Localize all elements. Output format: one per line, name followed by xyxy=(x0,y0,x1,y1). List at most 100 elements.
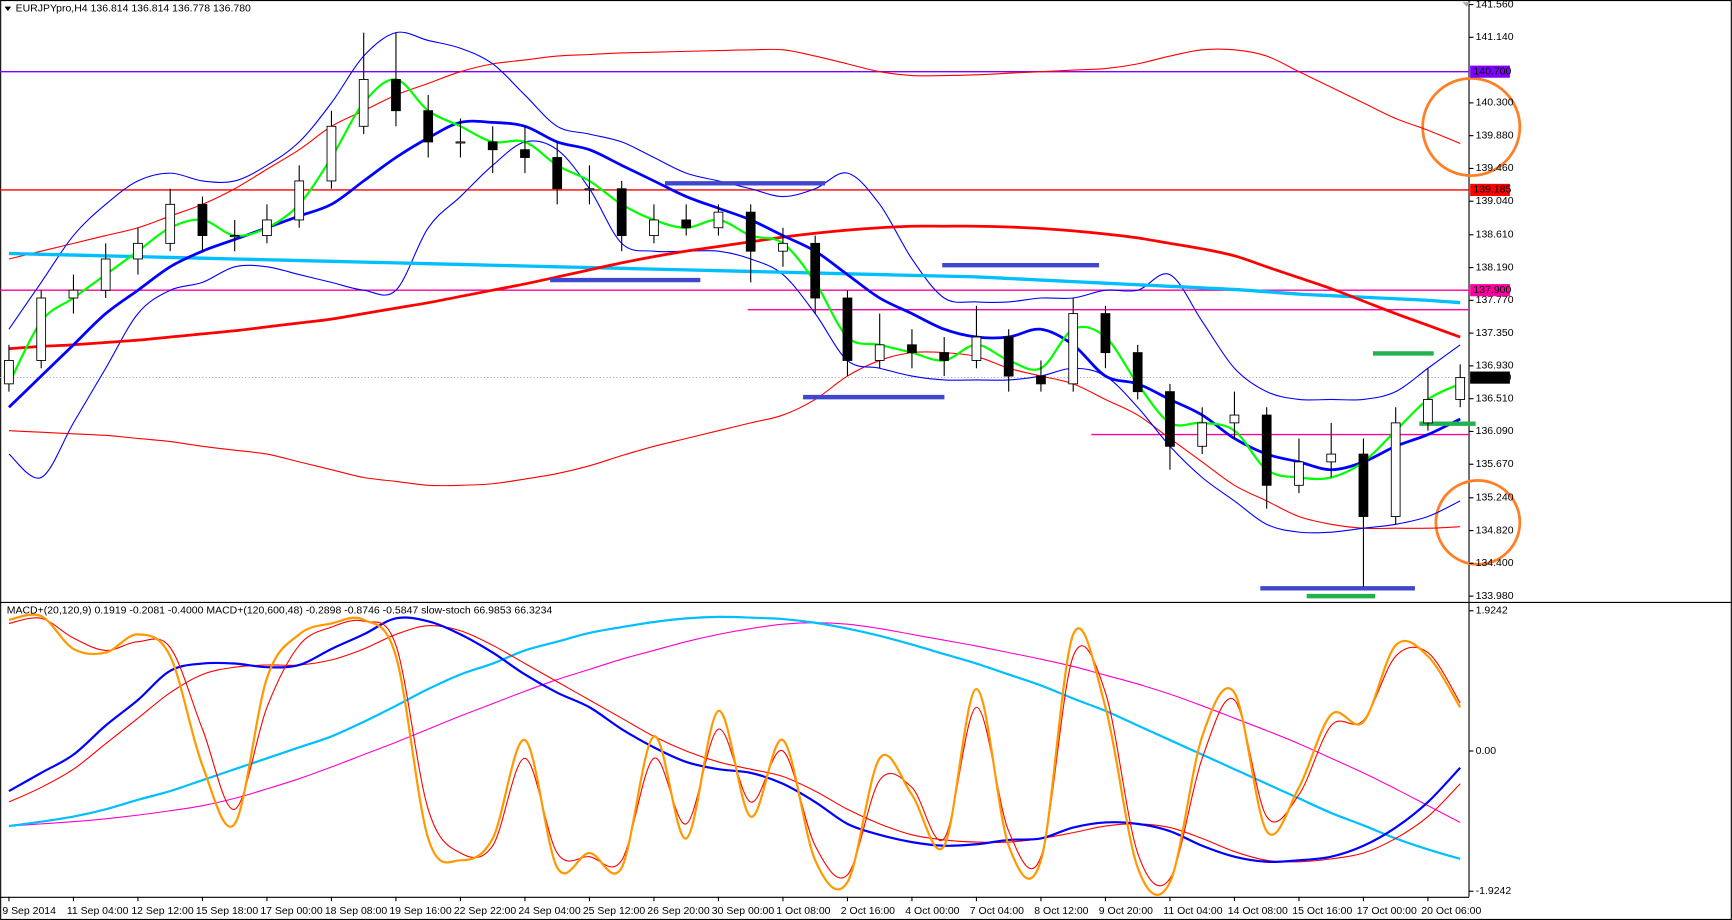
candle-body xyxy=(1036,375,1046,385)
menu-icon[interactable] xyxy=(4,6,12,12)
candle-body xyxy=(197,203,208,237)
y-tick-label: -1.9242 xyxy=(1476,886,1512,897)
y-tick-label: 139.880 xyxy=(1476,130,1514,141)
indicator-line xyxy=(7,78,1461,481)
x-tick-label: 14 Oct 08:00 xyxy=(1228,906,1288,917)
price-level-box xyxy=(1470,284,1510,297)
candle-body xyxy=(165,203,176,244)
candle-body xyxy=(326,125,337,182)
x-tick-label: 24 Sep 04:00 xyxy=(518,906,581,917)
y-tick-label: 133.980 xyxy=(1476,591,1514,602)
candle-body xyxy=(681,219,692,229)
candle-body xyxy=(842,297,853,361)
y-tick-label: 141.560 xyxy=(1476,0,1514,10)
price-level-label: 136.780 xyxy=(1473,372,1511,383)
x-tick-label: 11 Oct 04:00 xyxy=(1163,906,1222,917)
indicator-line xyxy=(8,613,1462,896)
price-level-label: 140.700 xyxy=(1473,66,1511,77)
x-tick-label: 26 Sep 20:00 xyxy=(647,906,710,917)
price-level-label: 137.900 xyxy=(1473,285,1511,296)
price-level-box xyxy=(1470,183,1510,196)
y-tick-label: 138.190 xyxy=(1476,262,1514,273)
candle-body xyxy=(520,149,530,158)
candle-body xyxy=(907,344,917,354)
x-tick-label: 25 Sep 12:00 xyxy=(583,906,646,917)
y-tick-label: 137.770 xyxy=(1476,295,1514,306)
y-tick-label: 134.820 xyxy=(1476,525,1514,536)
x-tick-label: 15 Sep 18:00 xyxy=(196,906,259,917)
candle-body xyxy=(649,219,659,237)
candle-body xyxy=(1100,313,1111,354)
y-tick-label: 135.240 xyxy=(1476,493,1514,504)
indicator-line xyxy=(8,224,1461,351)
y-tick-label: 140.300 xyxy=(1476,98,1514,109)
x-tick-label: 4 Oct 00:00 xyxy=(905,906,959,917)
candle-body xyxy=(1165,391,1175,447)
chart-title: EURJPYpro,H4 136.814 136.814 136.778 136… xyxy=(16,4,251,15)
candle-body xyxy=(4,359,14,385)
candle-body xyxy=(1294,461,1304,486)
x-tick-label: 20 Oct 06:00 xyxy=(1421,906,1481,917)
y-tick-label: 138.610 xyxy=(1476,230,1514,241)
highlight-circle xyxy=(1421,77,1522,177)
candle-body xyxy=(939,352,950,361)
candle-body xyxy=(1455,377,1466,400)
candle-body xyxy=(616,188,627,237)
x-tick-label: 9 Oct 20:00 xyxy=(1099,906,1153,917)
y-tick-label: 135.670 xyxy=(1476,459,1514,470)
candle-body xyxy=(1326,453,1337,463)
candle-body xyxy=(584,188,595,191)
price-level-label: 139.185 xyxy=(1473,185,1511,196)
indicator-line xyxy=(8,616,1461,864)
shift-marker[interactable] xyxy=(1462,2,1472,7)
y-tick-label: 136.930 xyxy=(1476,361,1514,372)
indicator-line xyxy=(8,351,1461,530)
candle-body xyxy=(487,141,498,151)
x-tick-label: 8 Oct 12:00 xyxy=(1034,906,1088,917)
x-tick-label: 18 Sep 08:00 xyxy=(325,906,388,917)
indicator-line xyxy=(8,617,1461,887)
candle-body xyxy=(262,219,272,237)
indicator-title: MACD+(20,120,9) 0.1919 -0.2081 -0.4000 M… xyxy=(7,606,553,617)
candle-body xyxy=(1197,422,1208,447)
candle-body xyxy=(100,258,111,291)
candle-body xyxy=(745,211,756,252)
candle-body xyxy=(358,79,369,127)
candle-body xyxy=(294,180,305,221)
candle-body xyxy=(1423,399,1433,424)
x-tick-label: 9 Sep 2014 xyxy=(2,906,56,917)
candle-body xyxy=(1132,352,1143,393)
indicator-line xyxy=(8,622,1461,827)
y-tick-label: 136.510 xyxy=(1476,393,1514,404)
y-tick-label: 139.460 xyxy=(1476,163,1514,174)
candle-body xyxy=(68,289,79,299)
x-tick-label: 12 Sep 12:00 xyxy=(131,906,194,917)
candle-body xyxy=(810,242,821,299)
y-tick-label: 136.090 xyxy=(1476,426,1514,437)
y-tick-label: 0.00 xyxy=(1476,746,1497,757)
indicator-line xyxy=(8,140,1461,534)
candle-body xyxy=(713,211,724,229)
price-level-box xyxy=(1470,65,1510,78)
y-tick-label: 141.140 xyxy=(1476,32,1514,43)
indicator-line xyxy=(8,615,1461,860)
candle-body xyxy=(874,344,885,361)
y-tick-label: 1.9242 xyxy=(1476,606,1508,617)
candle-body xyxy=(1390,422,1401,517)
candle-body xyxy=(455,141,466,144)
candle-body xyxy=(1003,336,1014,377)
x-tick-label: 11 Sep 04:00 xyxy=(67,906,129,917)
candle-body xyxy=(1261,414,1272,486)
candle-body xyxy=(229,235,240,238)
x-tick-label: 15 Oct 16:00 xyxy=(1292,906,1352,917)
y-tick-label: 137.350 xyxy=(1476,328,1514,339)
indicator-line xyxy=(8,48,1461,260)
candle-body xyxy=(971,336,982,361)
indicator-line xyxy=(8,251,1461,305)
candle-body xyxy=(1068,313,1079,385)
y-tick-label: 134.400 xyxy=(1476,558,1514,569)
x-tick-label: 2 Oct 16:00 xyxy=(841,906,895,917)
highlight-circle xyxy=(1434,479,1522,566)
